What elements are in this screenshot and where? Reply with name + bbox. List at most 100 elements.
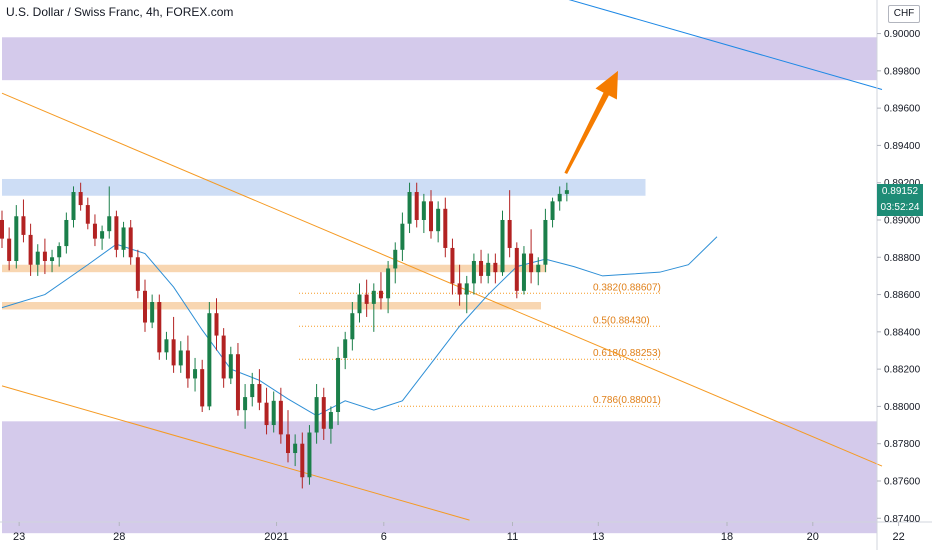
- fib-label: 0.618(0.88253): [593, 348, 661, 359]
- time-tick-label: 6: [381, 531, 387, 543]
- candle-body: [543, 219, 548, 265]
- candle-body: [443, 208, 448, 248]
- candle-body: [185, 350, 190, 379]
- zone-lower-support: [2, 421, 877, 534]
- candle-body: [471, 261, 476, 284]
- price-tick-label: 0.89400: [884, 141, 921, 152]
- candle-body: [450, 247, 455, 284]
- candle-body: [200, 369, 205, 407]
- candle-body: [386, 268, 391, 299]
- candle-body: [14, 216, 19, 261]
- time-tick-label: 18: [721, 531, 733, 543]
- candle-body: [221, 335, 226, 379]
- candle-body: [400, 223, 405, 250]
- candle-body: [114, 216, 119, 250]
- time-tick-label: 20: [807, 531, 819, 543]
- candle-body: [407, 192, 412, 224]
- trendline-layer: [1, 0, 883, 521]
- candle-body: [214, 313, 219, 336]
- candle-body: [393, 249, 398, 269]
- candle-body: [193, 369, 198, 379]
- price-tick-label: 0.87400: [884, 514, 921, 525]
- candle-body: [128, 227, 133, 258]
- candle-body: [57, 246, 62, 258]
- price-tick-label: 0.89600: [884, 104, 921, 115]
- currency-button[interactable]: CHF: [888, 5, 920, 23]
- candle-body: [479, 261, 484, 276]
- candle-body: [143, 290, 147, 323]
- candle-body: [378, 290, 383, 299]
- candle-body: [514, 247, 519, 291]
- candle-body: [243, 397, 248, 411]
- candle-body: [35, 251, 40, 265]
- fib-layer: 0.382(0.88607) 0.5(0.88430) 0.618(0.88253)…: [299, 282, 662, 407]
- candle-body: [414, 192, 419, 220]
- candle-body: [314, 397, 319, 433]
- time-tick-label: 2021: [264, 531, 288, 543]
- candle-body: [286, 434, 290, 454]
- time-tick-label: 28: [113, 531, 125, 543]
- zone-upper-resistance: [2, 37, 877, 81]
- candle-body: [278, 400, 283, 435]
- candle-body: [521, 253, 526, 291]
- fib-label: 0.382(0.88607): [593, 282, 661, 293]
- candle-body: [207, 313, 212, 407]
- zone-support-band-2: [2, 302, 541, 310]
- price-tick-label: 0.88200: [884, 365, 921, 376]
- trendline-orange-descending-lower: [1, 385, 470, 521]
- candle-body: [121, 227, 126, 250]
- candle-body: [21, 216, 26, 235]
- price-tick-label: 0.87800: [884, 439, 921, 450]
- candle-body: [357, 294, 362, 314]
- candles-layer: [0, 182, 569, 489]
- candle-body: [235, 354, 240, 411]
- candle-body: [350, 313, 355, 340]
- price-tick-label: 0.88400: [884, 327, 921, 338]
- up-arrow-icon: [564, 70, 618, 175]
- candle-body: [64, 219, 69, 247]
- candle-body: [343, 339, 348, 358]
- candle-body: [264, 402, 269, 426]
- fib-label: 0.5(0.88430): [593, 315, 650, 326]
- candle-body: [529, 253, 534, 273]
- candle-body: [257, 384, 262, 403]
- moving-average-line: [1, 236, 718, 417]
- time-tick-label: 11: [507, 531, 518, 543]
- candle-body: [493, 262, 498, 273]
- candle-body: [157, 302, 162, 353]
- candle-body: [271, 400, 276, 426]
- time-tick-label: 13: [592, 531, 604, 543]
- candle-body: [164, 339, 169, 353]
- candle-body: [421, 201, 426, 220]
- zones-layer: [2, 37, 877, 534]
- candle-body: [228, 354, 233, 379]
- candle-body: [371, 290, 376, 304]
- countdown-tag: 03:52:24: [877, 199, 923, 216]
- candle-body: [550, 201, 555, 220]
- candle-body: [150, 302, 155, 323]
- candle-body: [564, 190, 569, 194]
- candle-body: [364, 294, 369, 304]
- candle-body: [464, 283, 469, 295]
- candle-body: [100, 231, 105, 239]
- candle-body: [336, 357, 341, 413]
- trendline-orange-descending-upper: [1, 92, 883, 467]
- candle-body: [85, 205, 90, 224]
- price-tick-label: 0.88600: [884, 290, 921, 301]
- price-tick-label: 0.89800: [884, 66, 921, 77]
- candle-body: [307, 432, 312, 478]
- price-tick-label: 0.90000: [884, 29, 921, 40]
- current-price-tag: 0.89152: [877, 183, 923, 200]
- price-tick-label: 0.88000: [884, 402, 921, 413]
- candle-body: [557, 193, 562, 202]
- price-tick-label: 0.87600: [884, 476, 921, 487]
- candle-body: [107, 216, 112, 232]
- candle-body: [71, 192, 76, 220]
- fib-label: 0.786(0.88001): [593, 395, 661, 406]
- candle-body: [436, 208, 441, 232]
- moving-average-layer: [1, 236, 718, 417]
- candle-body: [92, 223, 97, 239]
- candle-body: [321, 397, 326, 429]
